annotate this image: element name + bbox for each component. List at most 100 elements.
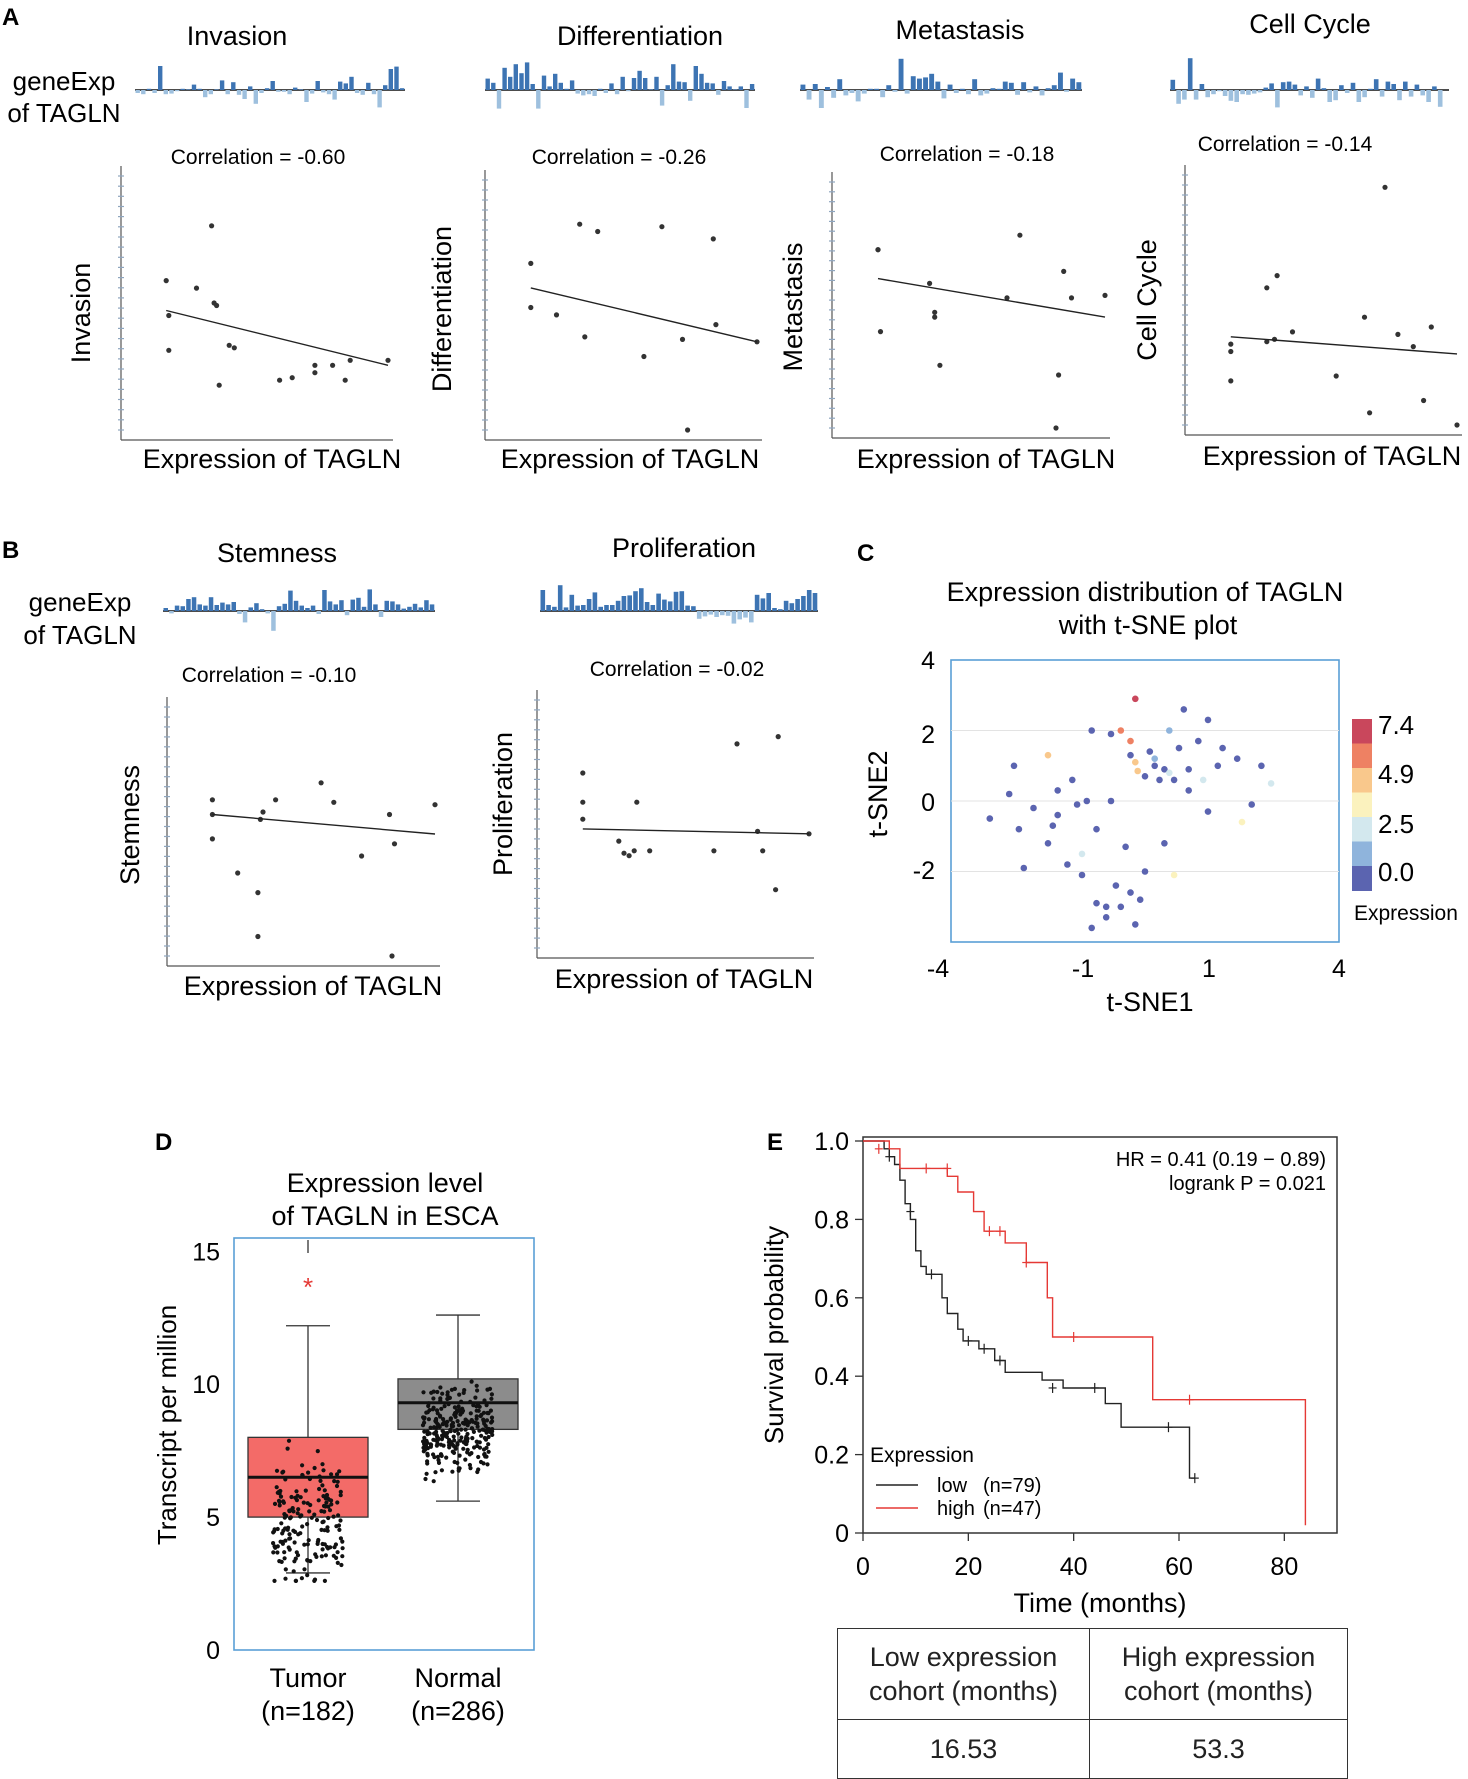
gene-expression-bar (360, 90, 365, 95)
gene-expression-bar (407, 606, 412, 611)
tsne-point (1127, 737, 1134, 745)
gene-expression-bar (281, 90, 287, 92)
jitter-point (325, 1525, 330, 1530)
scatter-point (927, 280, 933, 286)
gene-expression-bar (837, 79, 843, 90)
correlation-label: Correlation = -0.18 (880, 143, 1055, 166)
gene-expression-bar (575, 605, 580, 611)
jitter-point (445, 1396, 450, 1402)
jitter-point (334, 1483, 340, 1489)
jitter-point (485, 1387, 490, 1392)
jitter-point (436, 1436, 441, 1441)
jitter-point (442, 1404, 447, 1409)
group-label: Tumor (269, 1663, 346, 1693)
gene-expression-bar (615, 600, 621, 611)
jitter-point (475, 1388, 480, 1393)
correlation-label: Correlation = -0.26 (532, 146, 707, 169)
scatter-point (209, 223, 215, 229)
panel-label-b: B (2, 537, 19, 564)
scatter-point (616, 838, 622, 844)
x-axis-label: Expression of TAGLN (857, 444, 1116, 474)
scatter-point (386, 811, 393, 818)
scatter-point (775, 734, 781, 740)
y-tick-label: 1.0 (814, 1128, 849, 1156)
jitter-point (280, 1470, 285, 1475)
jitter-point (421, 1390, 426, 1395)
jitter-point (283, 1477, 288, 1482)
gene-expression-bar (322, 590, 327, 611)
jitter-point (339, 1562, 344, 1568)
gene-expression-bar (288, 590, 293, 611)
gene-expression-bar (552, 606, 557, 611)
gene-expression-bar (399, 88, 405, 90)
tsne-point (1088, 727, 1095, 734)
table-value-high: 53.3 (1089, 1719, 1348, 1779)
jitter-point (467, 1462, 472, 1468)
gene-expression-bar (843, 90, 849, 96)
tsne-point (1112, 882, 1120, 889)
boxplot-title: Expression level (287, 1168, 484, 1198)
jitter-point (335, 1500, 340, 1505)
jitter-point (438, 1385, 443, 1390)
scatter-point (260, 809, 266, 815)
gene-expression-bar (305, 608, 310, 611)
jitter-point (444, 1455, 449, 1460)
jitter-point (453, 1446, 458, 1451)
jitter-point (444, 1434, 449, 1439)
jitter-point (335, 1479, 340, 1484)
gene-expression-bar (287, 90, 292, 95)
gene-expression-bar (1015, 90, 1020, 95)
gene-expression-bar (496, 90, 502, 109)
y-tick-label: 4 (921, 647, 935, 675)
jitter-point (299, 1576, 304, 1581)
jitter-point (464, 1434, 469, 1439)
jitter-point (324, 1492, 330, 1498)
scatter-point (577, 221, 583, 227)
gene-expression-bar (1234, 90, 1239, 102)
jitter-point (451, 1450, 457, 1455)
gene-expression-bar (553, 73, 558, 90)
jitter-point (335, 1550, 340, 1555)
jitter-point (486, 1442, 491, 1447)
gene-expression-bar (1021, 82, 1027, 90)
tsne-point (1166, 727, 1173, 734)
gene-expression-bar (231, 602, 236, 611)
scatter-point (621, 850, 627, 856)
gene-expression-bar (783, 600, 789, 611)
jitter-point (463, 1441, 468, 1446)
y-tick-label: 5 (206, 1504, 220, 1532)
gene-expression-bar (614, 90, 620, 95)
group-count: (n=286) (411, 1696, 505, 1726)
jitter-point (441, 1417, 446, 1422)
gene-expression-bar (923, 77, 928, 90)
gene-expression-bar (557, 585, 563, 611)
scatter-point (1367, 410, 1373, 416)
gene-expression-bar (654, 76, 659, 90)
gene-expression-bar (959, 88, 965, 90)
tsne-point (1204, 808, 1212, 815)
regression-line (166, 309, 389, 366)
scatter-point (209, 836, 215, 842)
regression-line (212, 813, 436, 835)
scatter-point (528, 304, 534, 311)
jitter-point (462, 1388, 467, 1393)
panel-label-c: C (857, 540, 874, 567)
y-tick-label: 15 (192, 1238, 220, 1266)
jitter-point (446, 1402, 451, 1407)
jitter-point (438, 1398, 443, 1403)
gene-expression-bar (679, 591, 685, 611)
scatter-point (1395, 331, 1401, 337)
table-header-low-line1: Low expression (869, 1642, 1058, 1672)
jitter-point (306, 1538, 311, 1543)
gene-label-a-line1: geneExp (13, 66, 116, 96)
gene-expression-bar (789, 603, 795, 611)
jitter-point (283, 1513, 289, 1519)
scatter-point (937, 362, 943, 368)
scatter-panel-1: Invasion Correlation = -0.60 Invasion Expre… (66, 21, 405, 474)
jitter-point (461, 1446, 466, 1451)
y-tick-label: 10 (192, 1371, 220, 1399)
gene-expression-bar (219, 80, 225, 90)
x-tick-label: 60 (1165, 1553, 1193, 1581)
jitter-point (456, 1431, 461, 1436)
